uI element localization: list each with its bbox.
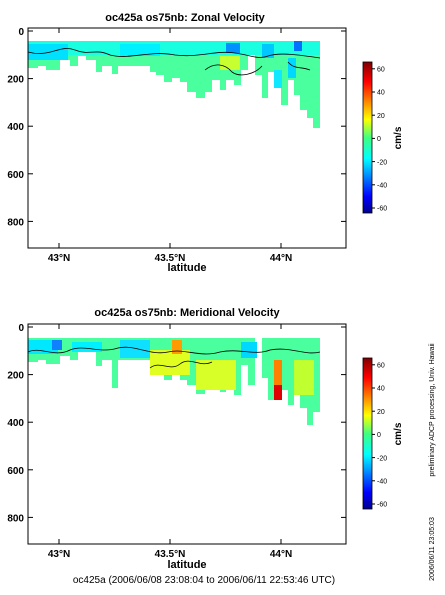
cyan-patch [120,44,160,56]
footer-caption: oc425a (2006/06/08 23:08:04 to 2006/06/1… [73,575,335,586]
x-axis-label: latitude [167,559,206,571]
cyan-patch [288,58,296,78]
velocity-field [27,338,321,425]
y-tick-label: 800 [7,513,24,524]
surface-cyan-band [28,41,320,55]
panel-meridional: oc425a os75nb: Meridional Velocity 0 [7,307,404,571]
yellow-patch [220,56,240,70]
colorbar-label: cm/s [393,126,404,149]
colorbar-tick-label: 20 [377,409,385,416]
y-axis: 0 200 400 600 800 [7,27,346,228]
colorbar-tick-label: -20 [377,159,387,166]
panel-title: oc425a os75nb: Meridional Velocity [94,307,280,319]
colorbar-tick-label: 0 [377,432,381,439]
colorbar: 60 40 20 0 -20 -40 -60 cm/s [362,61,404,214]
colorbar-tick-label: -40 [377,183,387,190]
cyan-patch [241,342,257,358]
data-region [28,338,320,425]
colorbar-gradient [362,357,373,510]
colorbar: 60 40 20 0 -20 -40 -60 cm/s [362,357,404,510]
y-tick-label: 600 [7,170,24,181]
cyan-patch [120,340,150,358]
orange-patch [274,360,282,385]
cyan-patch [274,70,282,88]
contour-line [287,61,311,71]
x-tick-label: 43°N [48,549,70,560]
colorbar-tick-label: 0 [377,136,381,143]
contour-line [27,346,321,355]
cyan-patch [28,44,68,60]
x-axis: 43°N 43.5°N 44°N latitude [48,324,292,571]
blue-patch [226,43,240,53]
colorbar-tick-label: 60 [377,363,385,370]
x-tick-label: 44°N [270,549,292,560]
velocity-field [27,41,321,128]
y-tick-label: 200 [7,371,24,382]
colorbar-gradient [362,61,373,214]
colorbar-tick-label: -60 [377,206,387,213]
yellow-patch [196,360,236,390]
colorbar-tick-label: -60 [377,502,387,509]
y-tick-label: 200 [7,75,24,86]
orange-patch [172,340,182,354]
contour-line [149,360,213,369]
y-tick-label: 600 [7,466,24,477]
cyan-patch [262,44,274,58]
y-tick-label: 400 [7,418,24,429]
x-tick-label: 43°N [48,253,70,264]
contour-line [204,64,263,76]
axes-frame [27,27,347,249]
colorbar-tick-label: -40 [377,479,387,486]
colorbar-tick-label: 40 [377,386,385,393]
x-axis-label: latitude [167,262,206,274]
x-tick-label: 44°N [270,253,292,264]
cyan-patch [72,342,102,352]
blue-patch [52,340,62,350]
yellow-patch [150,350,190,375]
blue-patch [294,41,302,51]
colorbar-tick-label: 40 [377,90,385,97]
y-tick-label: 400 [7,122,24,133]
y-tick-label: 0 [18,27,24,38]
colorbar-label: cm/s [393,422,404,445]
yellow-patch [294,360,314,395]
side-timestamp: 2006/06/11 23:05:03 [429,517,436,581]
side-note: preliminary ADCP processing, Univ. Hawai… [429,343,436,477]
colorbar-tick-label: -20 [377,455,387,462]
panel-zonal: oc425a os75nb: Zonal Velocity [7,12,404,274]
x-tick-label: 43.5°N [155,549,186,560]
colorbar-tick-label: 20 [377,113,385,120]
y-axis: 0 200 400 600 800 [7,323,346,524]
x-axis: 43°N 43.5°N 44°N latitude [48,28,292,274]
y-tick-label: 800 [7,217,24,228]
axes-frame [27,323,347,545]
data-region [28,41,320,128]
panel-title: oc425a os75nb: Zonal Velocity [105,12,265,24]
x-tick-label: 43.5°N [155,253,186,264]
colorbar-tick-label: 60 [377,67,385,74]
red-patch [274,385,282,400]
y-tick-label: 0 [18,323,24,334]
contour-line [27,48,321,59]
